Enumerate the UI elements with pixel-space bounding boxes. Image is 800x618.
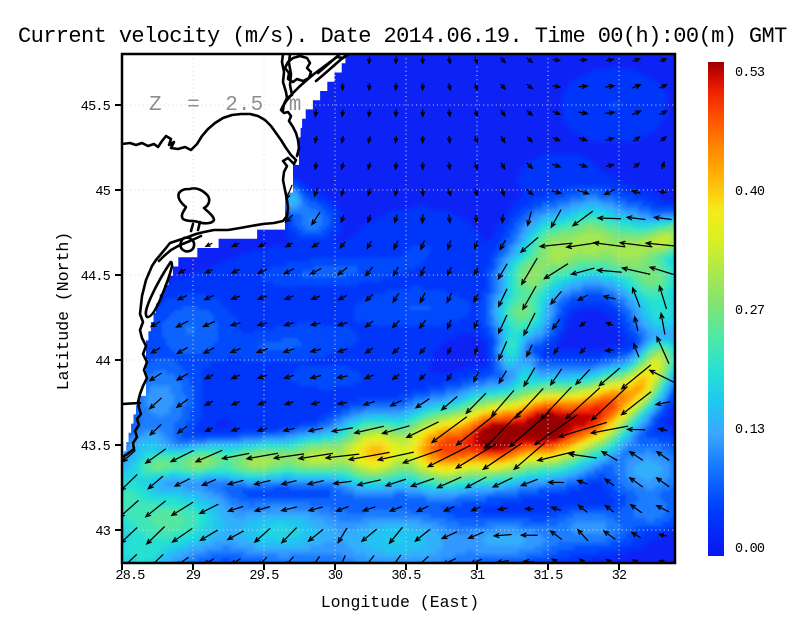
- svg-text:0.00: 0.00: [735, 542, 765, 557]
- svg-text:43.5: 43.5: [81, 440, 111, 455]
- svg-text:0.13: 0.13: [735, 423, 765, 438]
- svg-text:Latitude (North): Latitude (North): [54, 232, 73, 390]
- svg-text:43: 43: [95, 525, 110, 540]
- svg-text:44.5: 44.5: [81, 270, 111, 285]
- svg-text:31.5: 31.5: [533, 569, 563, 584]
- svg-text:0.27: 0.27: [735, 304, 765, 319]
- svg-text:Current velocity (m/s). Date 2: Current velocity (m/s). Date 2014.06.19.…: [18, 24, 787, 49]
- svg-text:30: 30: [328, 569, 343, 584]
- svg-text:0.40: 0.40: [735, 185, 765, 200]
- svg-text:31: 31: [470, 569, 485, 584]
- svg-text:Z = 2.5 m: Z = 2.5 m: [149, 94, 301, 117]
- svg-text:Longitude (East): Longitude (East): [321, 593, 479, 612]
- svg-text:44: 44: [95, 355, 110, 370]
- svg-text:0.53: 0.53: [735, 66, 765, 81]
- svg-text:32: 32: [612, 569, 627, 584]
- svg-text:45: 45: [95, 185, 110, 200]
- svg-text:45.5: 45.5: [81, 100, 111, 115]
- svg-text:29: 29: [186, 569, 201, 584]
- svg-text:30.5: 30.5: [391, 569, 421, 584]
- svg-text:28.5: 28.5: [115, 569, 145, 584]
- svg-text:29.5: 29.5: [249, 569, 279, 584]
